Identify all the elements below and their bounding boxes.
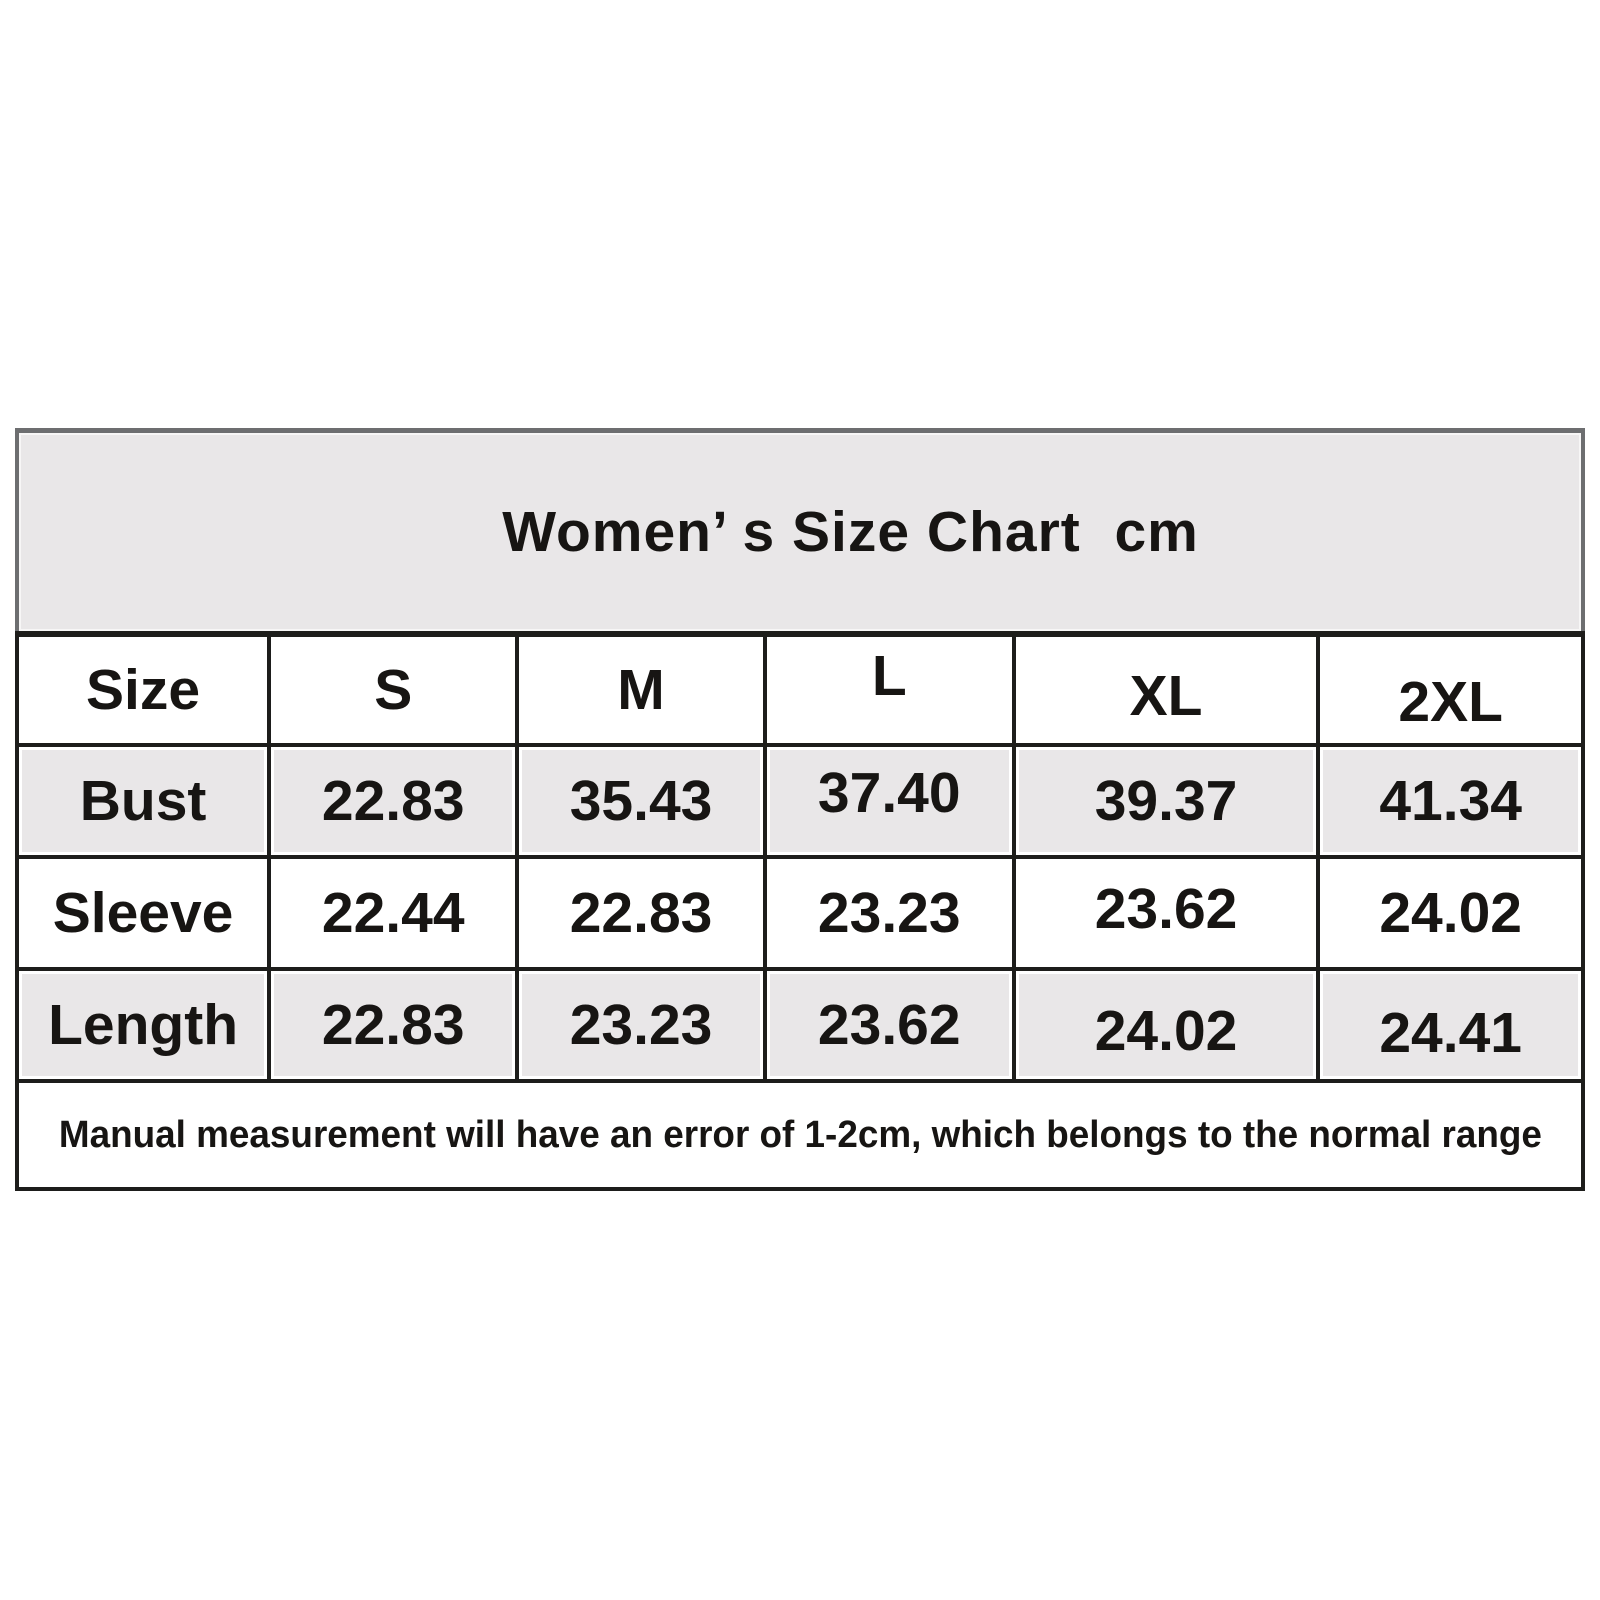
- table-title-row: Women’ s Size Chart cm: [15, 428, 1585, 637]
- header-xl: XL: [1011, 632, 1321, 747]
- header-l: L: [762, 632, 1016, 747]
- bust-l-value: 37.40: [762, 743, 1016, 859]
- bust-m-value: 35.43: [515, 743, 767, 859]
- length-m-value: 23.23: [515, 967, 767, 1083]
- table-note-row: Manual measurement will have an error of…: [15, 1079, 1585, 1191]
- header-size: Size: [14, 632, 272, 747]
- table-header-row: Size S M L XL 2XL: [14, 632, 1585, 747]
- row-label-bust: Bust: [14, 743, 272, 859]
- table-title: Women’ s Size Chart cm: [15, 428, 1585, 637]
- row-label-length-text: Length: [48, 993, 239, 1057]
- table-row-bust: Bust 22.83 35.43 37.40 39.37 41.34: [14, 743, 1585, 859]
- sleeve-m-value: 22.83: [515, 855, 767, 971]
- row-label-sleeve: Sleeve: [14, 855, 272, 971]
- sleeve-l-value: 23.23: [762, 855, 1016, 971]
- length-l-value: 23.62: [762, 967, 1016, 1083]
- table-row-sleeve: Sleeve 22.44 22.83 23.23 23.62 24.02: [14, 855, 1585, 971]
- row-label-bust-text: Bust: [79, 769, 207, 833]
- header-m: M: [515, 632, 767, 747]
- bust-2xl-value: 41.34: [1316, 743, 1585, 859]
- table-row-length: Length 22.83 23.23 23.62 24.02 24.41: [14, 967, 1585, 1083]
- bust-xl-value: 39.37: [1011, 743, 1321, 859]
- row-label-length: Length: [14, 967, 272, 1083]
- length-xl-value: 24.02: [1011, 967, 1321, 1083]
- sleeve-xl-value: 23.62: [1011, 855, 1321, 971]
- header-2xl: 2XL: [1316, 632, 1585, 747]
- size-chart-table: Women’ s Size Chart cm Size S M L XL 2XL…: [14, 428, 1585, 1191]
- header-l-label: L: [871, 644, 907, 708]
- sleeve-2xl-value: 24.02: [1316, 855, 1585, 971]
- row-label-sleeve-text: Sleeve: [52, 881, 234, 945]
- header-size-label: Size: [86, 658, 201, 722]
- header-2xl-label: 2XL: [1398, 670, 1503, 734]
- header-s-label: S: [374, 658, 413, 722]
- measurement-note: Manual measurement will have an error of…: [15, 1079, 1585, 1191]
- header-s: S: [267, 632, 520, 747]
- length-s-value: 22.83: [267, 967, 520, 1083]
- measurement-note-text: Manual measurement will have an error of…: [58, 1113, 1542, 1156]
- bust-s-value: 22.83: [267, 743, 520, 859]
- table-title-text: Women’ s Size Chart cm: [502, 500, 1199, 564]
- header-xl-label: XL: [1129, 664, 1203, 728]
- header-m-label: M: [617, 658, 665, 722]
- length-2xl-value: 24.41: [1316, 967, 1585, 1083]
- sleeve-s-value: 22.44: [267, 855, 520, 971]
